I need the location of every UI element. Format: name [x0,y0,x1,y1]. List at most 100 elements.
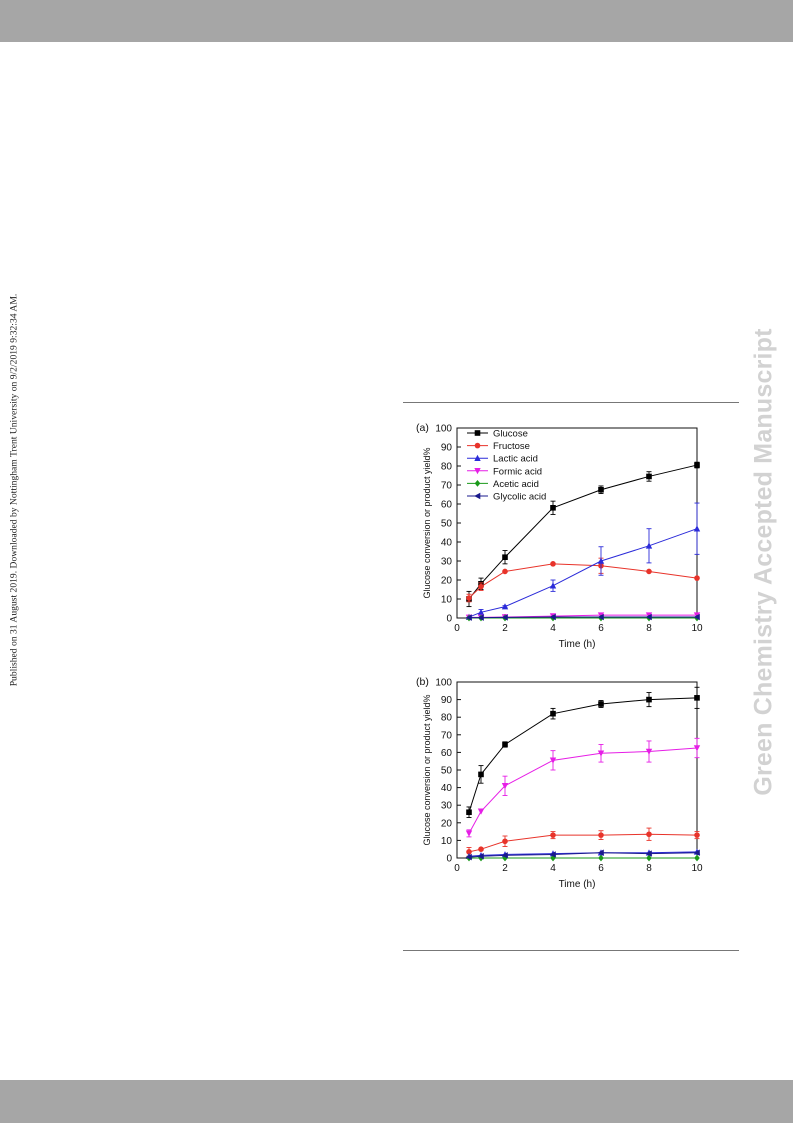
panel-b-series-formic-acid-point-4 [597,750,605,757]
panel-b-series-formic-acid-point-2 [501,783,509,790]
panel-a-legend-acetic-acid: Acetic acid [467,479,539,490]
panel-a-ytick-label-40: 40 [441,538,453,549]
panel-a-legend-glucose: Glucose [467,429,528,440]
panel-b-series-formic-acid-point-0 [465,830,473,837]
panel-a-series-fructose-point-2 [502,568,508,575]
journal-footer-band [0,1080,793,1123]
panel-b-series-fructose-point-4 [598,832,604,838]
panel-a-series-glycolic-acid [465,613,700,621]
panel-a-legend-glycolic-acid-text: Glycolic acid [493,492,546,503]
panel-b-ytick-label-80: 80 [441,713,453,724]
panel-a-legend-lactic-acid: Lactic acid [467,454,538,465]
panel-b-ytick-label-100: 100 [435,678,452,689]
panel-b-series-fructose [466,827,700,857]
panel-a-xtick-label-0: 0 [454,623,460,634]
panel-b-series-glycolic-acid [465,849,700,861]
panel-b-series-glucose-point-3 [550,710,556,717]
panel-b-series-formic-acid-point-5 [645,748,653,755]
panel-b-series-glucose-point-5 [646,696,652,703]
panel-b-series-formic-acid-point-6 [693,745,701,752]
panel-a-xtick-label-8: 8 [646,623,652,634]
panel-a-series-glycolic-acid-point-5 [645,613,652,621]
panel-a-ytick-label-60: 60 [441,500,453,511]
watermark-text: Green Chemistry Accepted Manuscript [749,328,778,796]
panel-b-series-acetic-acid-point-4 [598,854,604,862]
panel-b-series-glucose [466,686,700,818]
panel-b-series-glycolic-acid-point-5 [645,850,652,857]
panel-b-series-acetic-acid-point-2 [502,854,508,862]
panel-b-series-acetic-acid-point-6 [694,854,700,862]
panel-b-xtick-label-2: 2 [502,863,508,874]
publication-note-text: Published on 31 August 2019. Downloaded … [8,293,20,687]
panel-a-series-glycolic-acid-point-6 [693,613,700,621]
panel-a-ytick-label-50: 50 [441,519,453,530]
panel-b-series-acetic-acid-point-5 [646,854,652,862]
panel-a-series-glycolic-acid-point-3 [549,613,556,621]
panel-a-label: (a) [416,422,429,434]
panel-b-series-fructose-point-1 [478,846,484,852]
panel-b-ytick-label-90: 90 [441,695,453,706]
panel-b-series-fructose-point-6 [694,832,700,838]
panel-a-legend-formic-acid-swatch-marker [474,468,481,475]
panel-a-series-fructose-point-3 [550,561,556,567]
panel-b-ytick-label-70: 70 [441,730,453,741]
panel-b-series-glycolic-acid-point-2 [501,852,508,859]
panel-a-legend-glycolic-acid: Glycolic acid [467,492,546,503]
panel-b-series-formic-acid-point-3 [549,757,557,764]
chart-panel-a: (a) 0 10 20 30 40 50 60 70 80 90 100 0 2 4 6 8 10 Time (h)… [416,422,703,650]
figure-top-rule [403,402,739,403]
panel-b-series-fructose-point-3 [550,832,556,838]
panel-a-xtick-label-2: 2 [502,623,508,634]
panel-a-legend-acetic-acid-text: Acetic acid [493,479,539,490]
panel-a-ytick-label-90: 90 [441,443,453,454]
panel-b-xtick-label-4: 4 [550,863,556,874]
panel-b-series-glycolic-acid-point-3 [549,851,556,858]
panel-a-xtick-label-10: 10 [691,623,703,634]
panel-b-series-glucose-point-1 [478,771,484,778]
panel-b-ytick-label-10: 10 [441,836,453,847]
panel-a-legend-fructose-swatch-marker [474,442,481,449]
panel-b-series-acetic-acid-point-1 [478,854,484,862]
panel-a-legend-lactic-acid-swatch-marker [474,454,481,461]
panel-a-series-lactic-acid-point-1 [477,608,485,616]
panel-a-series-glycolic-acid-point-0 [465,614,472,621]
panel-a-legend-formic-acid-text: Formic acid [493,466,542,477]
panel-b-series-fructose-point-5 [646,831,652,838]
panel-b-xtick-label-8: 8 [646,863,652,874]
panel-a-ytick-label-100: 100 [435,424,452,435]
panel-b-series-fructose-point-0 [466,849,472,855]
panel-a-series-lactic-acid-point-5 [645,542,653,549]
panel-b-label: (b) [416,676,429,688]
panel-b-ytick-label-40: 40 [441,783,453,794]
panel-a-series-lactic-acid [465,502,701,620]
journal-header-band [0,0,793,42]
panel-b-y-axis-label: Glucose conversion or product yield% [422,694,432,845]
panel-a-series-fructose [466,557,700,603]
panel-a-ytick-label-10: 10 [441,595,453,606]
panel-a-series-lactic-acid-point-4 [597,557,605,564]
panel-b-series-glucose-point-6 [694,695,700,701]
panel-a-legend-fructose: Fructose [467,441,530,452]
panel-a-series-glucose-point-2 [502,554,508,560]
panel-b-series-formic-acid [465,737,701,838]
panel-a-legend-fructose-text: Fructose [493,441,530,452]
panel-a-ytick-label-0: 0 [446,614,452,625]
panel-a-series-lactic-acid-point-2 [501,603,509,610]
panel-b-series-fructose-point-2 [502,838,508,845]
panel-a-series-glucose-point-5 [646,473,652,480]
panel-b-series-glucose-point-2 [502,741,508,748]
panel-a-ytick-label-20: 20 [441,576,453,587]
panel-a-ytick-label-70: 70 [441,481,453,492]
panel-b-xtick-label-6: 6 [598,863,604,874]
panel-a-series-fructose-point-5 [646,568,652,575]
panel-b-ytick-label-50: 50 [441,766,453,777]
panel-a-series-glucose-point-4 [598,486,604,493]
panel-a-series-glucose-point-3 [550,505,556,511]
panel-a-legend-glycolic-acid-swatch-marker [474,492,481,500]
panel-b-series-acetic-acid-point-3 [550,854,556,862]
panel-b-series-formic-acid-point-1 [477,808,485,815]
panel-a-xtick-label-4: 4 [550,623,556,634]
chart-panel-b: (b) 0 10 20 30 40 50 60 70 80 90 100 0 2 4 6 8 10 Time (h)… [416,676,703,890]
panel-a-ytick-label-80: 80 [441,462,453,473]
